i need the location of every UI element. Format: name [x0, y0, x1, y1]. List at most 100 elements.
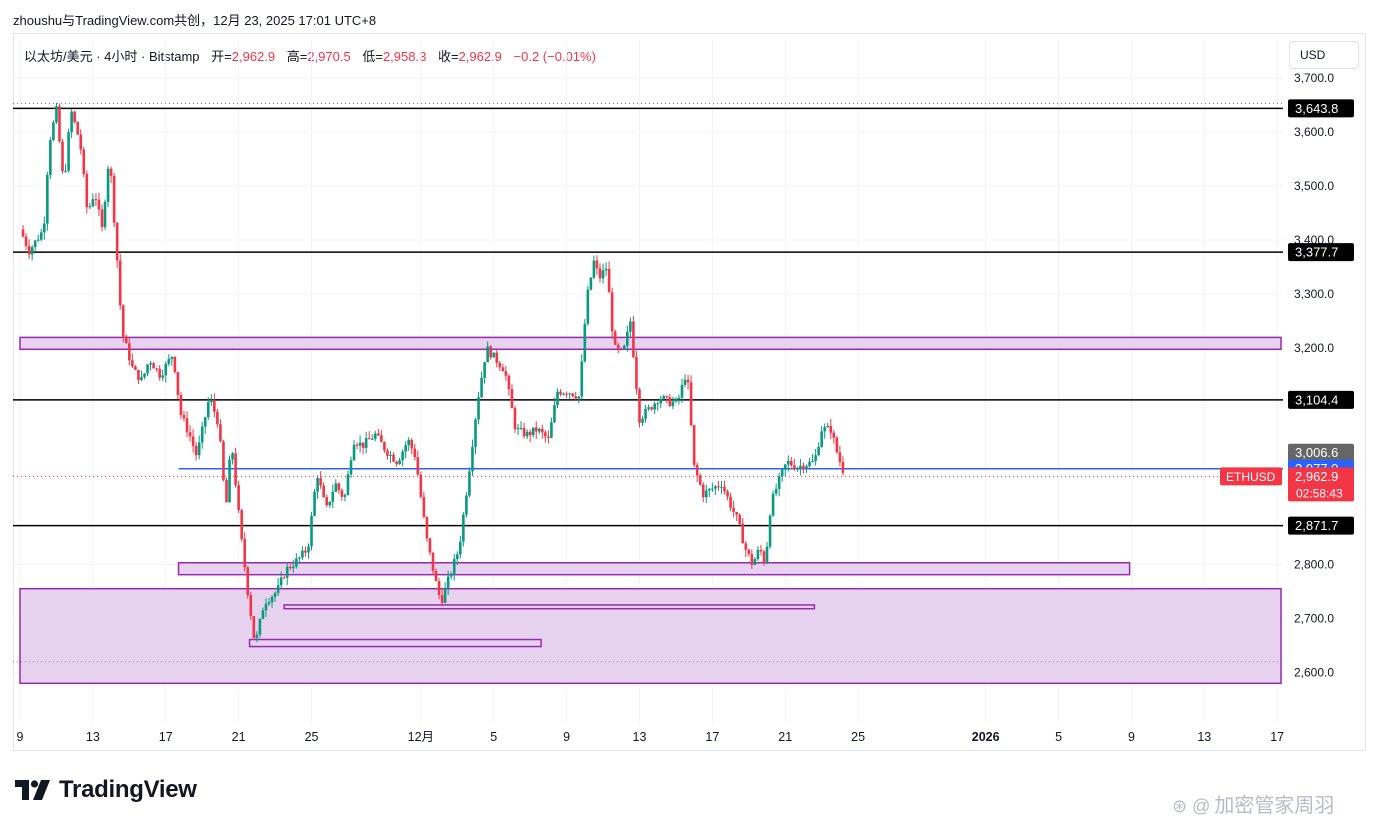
candle-body [583, 323, 587, 362]
candle-body [46, 174, 49, 224]
price-tick-label: 2,800.0 [1294, 557, 1334, 571]
candle-body [601, 270, 605, 279]
candle-body [301, 550, 304, 558]
change-value: −0.2 (−0.01%) [513, 49, 596, 64]
candle-body [786, 460, 790, 465]
time-tick-label: 5 [490, 730, 497, 744]
candle-body [586, 289, 590, 324]
candle-body [373, 433, 377, 439]
candle-body [544, 432, 547, 437]
currency-button[interactable]: USD [1289, 41, 1359, 69]
candle-body [191, 436, 195, 446]
candle-body [793, 465, 796, 470]
candle-body [440, 595, 444, 603]
candle-body [386, 450, 389, 456]
candle-body [194, 445, 198, 456]
candle-body [398, 460, 401, 465]
high-label: 高= [286, 49, 308, 64]
low-value: 2,958.3 [382, 49, 427, 64]
candle-body [471, 446, 474, 472]
candle-body [346, 474, 350, 495]
candle-body [802, 465, 805, 470]
candle-body [556, 391, 559, 406]
tradingview-logo[interactable]: TradingView [15, 776, 197, 804]
candle-body [425, 516, 429, 539]
candle-body [459, 541, 462, 555]
price-label-level: 3,104.4 [1288, 390, 1354, 409]
price-label-text: 3,006.6 [1295, 445, 1338, 460]
candle-body [210, 400, 213, 403]
candle-body [377, 433, 380, 436]
candle-body [349, 460, 353, 475]
candle-body [121, 305, 125, 337]
time-tick-label: 17 [159, 730, 173, 744]
candle-body [39, 232, 43, 240]
price-tick-label: 2,600.0 [1294, 666, 1334, 680]
candle-body [592, 260, 596, 278]
candle-body [295, 558, 298, 567]
candle-body [756, 549, 760, 560]
candle-body [790, 460, 793, 466]
price-label-text: 3,643.8 [1295, 101, 1338, 116]
candle-body [455, 554, 459, 560]
candle-body [492, 352, 496, 358]
candles [21, 102, 845, 643]
candle-body [149, 363, 152, 365]
candle-body [322, 485, 325, 498]
time-tick-label: 13 [86, 730, 100, 744]
candle-body [164, 363, 168, 376]
candle-body [729, 496, 732, 508]
candle-body [650, 407, 653, 410]
candle-body [577, 396, 581, 399]
high-value: 2,970.5 [307, 49, 351, 64]
candle-body [662, 396, 666, 399]
candle-body [668, 397, 672, 406]
price-tick-label: 3,300.0 [1294, 287, 1334, 301]
candle-body [401, 451, 404, 461]
candle-body [24, 236, 28, 246]
symbol-label[interactable]: 以太坊/美元 · 4小时 · Bitstamp [24, 49, 200, 64]
candle-body [683, 379, 687, 385]
candle-body [607, 268, 611, 293]
candle-body [616, 344, 620, 349]
countdown-text: 02:58:43 [1296, 486, 1343, 500]
candle-body [264, 603, 268, 611]
time-tick-label: 5 [1055, 730, 1062, 744]
candle-body [343, 494, 347, 497]
candle-body [313, 491, 316, 516]
candle-body [744, 543, 748, 550]
price-label-level: 3,377.7 [1288, 243, 1354, 262]
candle-body [437, 581, 441, 596]
candle-body [67, 132, 70, 171]
candle-body [422, 496, 426, 517]
candle-body [42, 223, 46, 233]
time-tick-label: 13 [633, 730, 647, 744]
candle-body [516, 428, 520, 430]
price-label-text: 2,962.9 [1295, 469, 1338, 484]
candle-body [79, 134, 83, 150]
candle-body [838, 452, 842, 462]
candle-body [811, 461, 814, 463]
candle-body [55, 106, 58, 123]
candle-body [692, 425, 696, 465]
candle-body [823, 427, 827, 432]
candle-body [522, 427, 526, 437]
price-tick-label: 3,600.0 [1294, 125, 1334, 139]
candle-body [480, 377, 483, 398]
candle-body [841, 461, 845, 473]
candle-body [723, 486, 726, 492]
watermark-name: 加密管家周羽 [1214, 795, 1335, 817]
candle-body [486, 346, 489, 363]
candle-body [319, 478, 322, 486]
candle-body [759, 549, 763, 552]
candle-body [741, 523, 745, 544]
candle-body [534, 427, 538, 432]
time-tick-label: 12月 [408, 730, 434, 744]
candle-body [525, 431, 529, 437]
candle-body [465, 495, 468, 515]
candle-body [240, 510, 243, 540]
candle-body [738, 514, 741, 524]
time-tick-label: 21 [778, 730, 792, 744]
candle-body [519, 427, 523, 429]
